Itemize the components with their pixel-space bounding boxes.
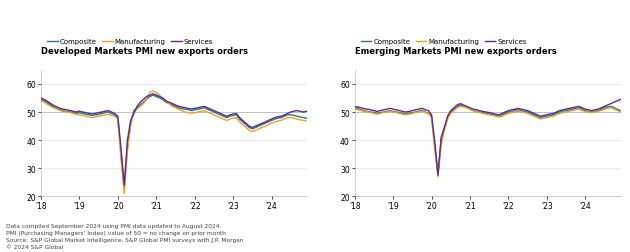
Legend: Composite, Manufacturing, Services: Composite, Manufacturing, Services xyxy=(45,36,216,48)
Text: Developed Markets PMI new exports orders: Developed Markets PMI new exports orders xyxy=(41,46,248,55)
Text: Emerging Markets PMI new exports orders: Emerging Markets PMI new exports orders xyxy=(355,46,556,55)
Legend: Composite, Manufacturing, Services: Composite, Manufacturing, Services xyxy=(358,36,530,48)
Text: Data compiled September 2024 using PMI data updated to August 2024.
PMI (Purchas: Data compiled September 2024 using PMI d… xyxy=(6,224,244,249)
